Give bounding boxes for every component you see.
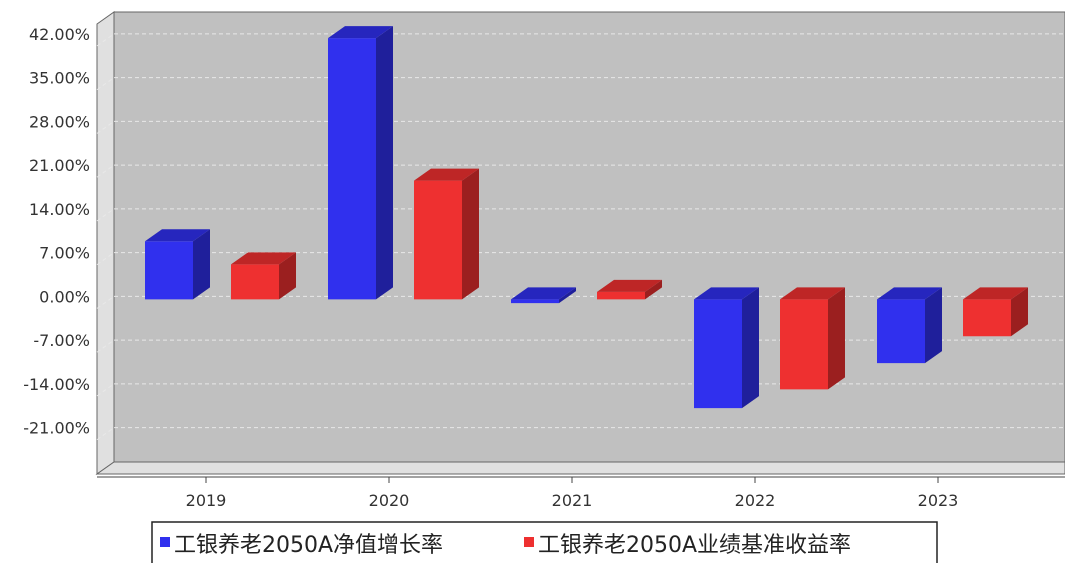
x-tick-label: 2020 bbox=[369, 491, 410, 510]
bar-side bbox=[645, 279, 662, 300]
grid-line-side bbox=[96, 77, 115, 91]
y-tick-label: 21.00% bbox=[29, 156, 90, 175]
legend-box bbox=[151, 521, 938, 565]
bars bbox=[145, 26, 1028, 409]
bar-2023-series-1 bbox=[877, 287, 942, 364]
bar-top bbox=[694, 287, 759, 300]
grid-line-side bbox=[96, 208, 115, 222]
bar-2019-series-2 bbox=[231, 252, 296, 300]
grid-line-side bbox=[96, 339, 115, 353]
grid-line-side bbox=[96, 427, 115, 441]
x-tick-label: 2021 bbox=[552, 491, 593, 510]
legend-label-series-2: 工银养老2050A业绩基准收益率 bbox=[538, 533, 851, 558]
bar-front bbox=[414, 180, 462, 300]
bar-side bbox=[559, 287, 576, 304]
bar-top bbox=[877, 287, 942, 300]
y-tick-label: -14.00% bbox=[23, 375, 90, 394]
y-tick-label: 14.00% bbox=[29, 200, 90, 219]
bar-front bbox=[328, 38, 376, 300]
grid-line-side bbox=[96, 383, 115, 397]
x-tick-label: 2022 bbox=[735, 491, 776, 510]
x-tick-label: 2019 bbox=[186, 491, 227, 510]
y-tick-label: 35.00% bbox=[29, 69, 90, 88]
y-tick-label: 28.00% bbox=[29, 112, 90, 131]
bar-top bbox=[597, 279, 662, 292]
bar-side bbox=[742, 287, 759, 409]
bar-side bbox=[828, 287, 845, 390]
bar-side bbox=[279, 252, 296, 300]
legend-label-series-1: 工银养老2050A净值增长率 bbox=[174, 533, 443, 558]
bar-top bbox=[780, 287, 845, 300]
bar-side bbox=[462, 168, 479, 300]
bar-2020-series-2 bbox=[414, 168, 479, 300]
grid-line-side bbox=[96, 120, 115, 134]
plot-floor bbox=[95, 461, 1065, 475]
x-tick-label: 2023 bbox=[918, 491, 959, 510]
grid-line-side bbox=[96, 164, 115, 178]
plot-back-wall bbox=[113, 11, 1065, 463]
y-tick-label: 42.00% bbox=[29, 25, 90, 44]
bar-top bbox=[145, 229, 210, 242]
bar-side bbox=[376, 26, 393, 300]
bar-front bbox=[877, 299, 925, 364]
y-tick-label: 0.00% bbox=[39, 287, 90, 306]
grid-line-side bbox=[96, 295, 115, 309]
legend-swatch-series-2 bbox=[524, 537, 534, 547]
bar-top bbox=[963, 287, 1028, 300]
bar-front bbox=[511, 299, 559, 304]
bar-front bbox=[231, 264, 279, 300]
legend-swatch-series-1 bbox=[160, 537, 170, 547]
bar-top bbox=[414, 168, 479, 181]
bar-2020-series-1 bbox=[328, 26, 393, 300]
bar-2023-series-2 bbox=[963, 287, 1028, 337]
bar-front bbox=[780, 299, 828, 390]
bar-2019-series-1 bbox=[145, 229, 210, 300]
bar-2021-series-1 bbox=[511, 287, 576, 304]
bar-front bbox=[145, 241, 193, 300]
plot-left-wall bbox=[96, 11, 115, 475]
bar-front bbox=[694, 299, 742, 409]
bar-2022-series-1 bbox=[694, 287, 759, 409]
bar-side bbox=[1011, 287, 1028, 337]
bar-front bbox=[963, 299, 1011, 337]
y-tick-label: -7.00% bbox=[33, 331, 90, 350]
plot-walls bbox=[95, 11, 1065, 475]
bar-side bbox=[925, 287, 942, 364]
grid-line-side bbox=[96, 33, 115, 47]
x-axis-ticks: 2019 2020 2021 2022 2023 bbox=[186, 477, 959, 510]
y-tick-label: 7.00% bbox=[39, 244, 90, 263]
grid-line-side bbox=[96, 252, 115, 266]
bar-side bbox=[193, 229, 210, 300]
y-axis-ticks: 42.00% 35.00% 28.00% 21.00% 14.00% 7.00% 0.00%… bbox=[23, 25, 90, 438]
bar-2021-series-2 bbox=[597, 279, 662, 300]
y-tick-label: -21.00% bbox=[23, 419, 90, 438]
bar-top bbox=[231, 252, 296, 265]
legend: 工银养老2050A净值增长率 工银养老2050A业绩基准收益率 bbox=[151, 521, 938, 565]
bar-top bbox=[511, 287, 576, 300]
bar-top bbox=[328, 26, 393, 39]
bar-front bbox=[597, 291, 645, 300]
bar-2022-series-2 bbox=[780, 287, 845, 390]
